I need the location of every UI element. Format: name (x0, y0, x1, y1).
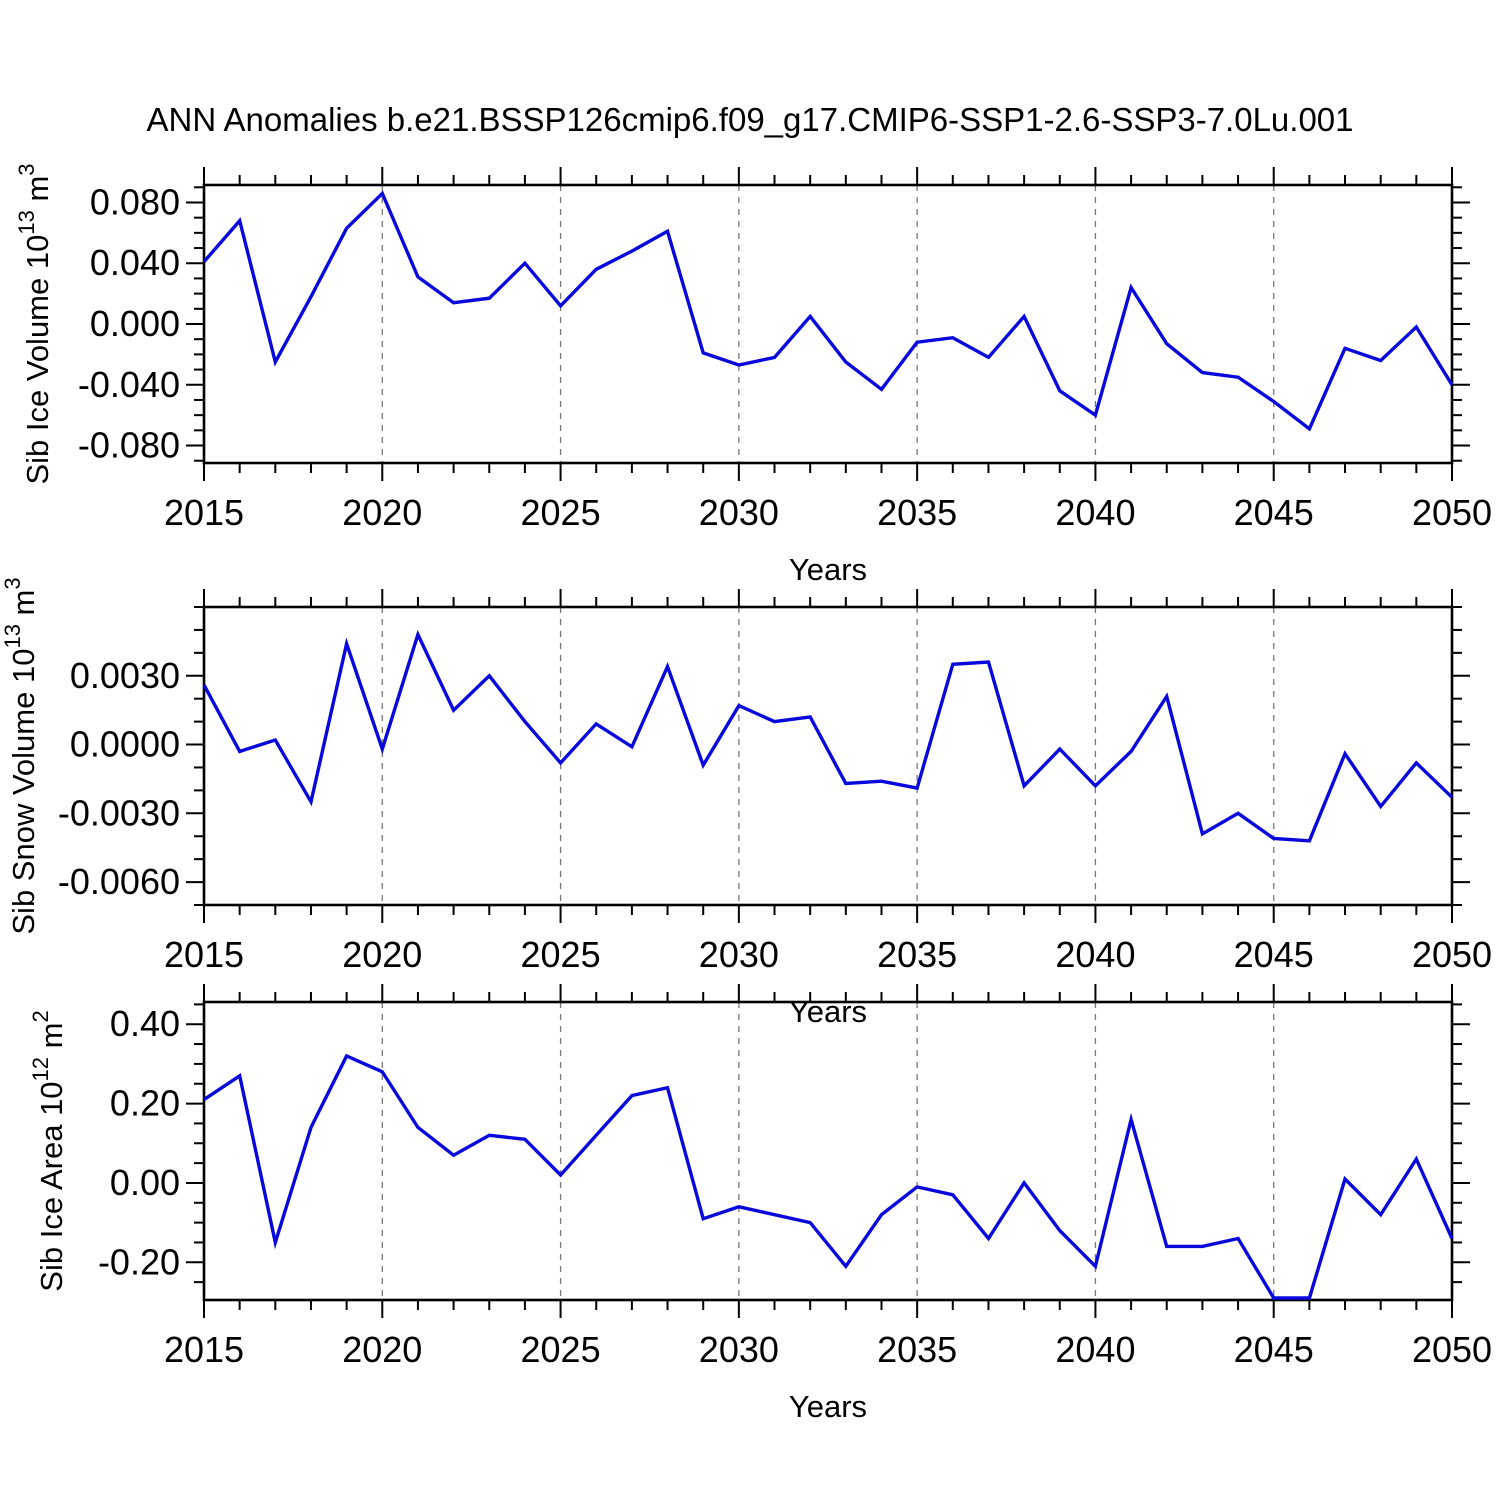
panel-1-x-tick-label: 2020 (342, 492, 422, 533)
axis-title-text: Sib Ice Area 10 (34, 1081, 69, 1291)
axis-title-superscript: 3 (0, 577, 25, 589)
panel-3-x-axis-title: Years (789, 1389, 867, 1424)
panel-2-x-tick-label: 2015 (164, 934, 244, 975)
axis-title-text: m (34, 1023, 69, 1057)
panel-2-x-tick-label: 2030 (699, 934, 779, 975)
panel-3-x-tick-label: 2025 (521, 1329, 601, 1370)
panel-2-x-tick-label: 2040 (1055, 934, 1135, 975)
panel-1-x-tick-label: 2025 (521, 492, 601, 533)
panel-2-frame (202, 605, 1454, 907)
panel-2-y-tick-label: -0.0030 (58, 792, 180, 833)
panel-3-y-axis-title: Sib Ice Area 1012 m2 (28, 1010, 69, 1291)
panel-2-x-tick-label: 2050 (1412, 934, 1492, 975)
figure-title: ANN Anomalies b.e21.BSSP126cmip6.f09_g17… (146, 101, 1353, 138)
panel-3-x-tick-label: 2040 (1055, 1329, 1135, 1370)
panel-1-y-tick-label: 0.040 (90, 242, 180, 283)
axis-title-text: Sib Snow Volume 10 (6, 649, 41, 935)
panel-2-y-tick-label: -0.0060 (58, 861, 180, 902)
panel-3-series-line (203, 1053, 1454, 1300)
panel-2-x-tick-label: 2025 (521, 934, 601, 975)
panel-2-series-line (202, 629, 1454, 843)
panel-2: 0.0030 0.0000 -0.0030 -0.0060 2015 2020 2025 20… (0, 577, 1492, 1029)
panel-1-x-tick-label: 2050 (1412, 492, 1492, 533)
axis-title-superscript: 13 (0, 624, 25, 648)
panel-3-y-tick-label: 0.40 (110, 1003, 180, 1044)
panel-1-x-tick-label: 2035 (877, 492, 957, 533)
panel-3-x-tick-label: 2020 (342, 1329, 422, 1370)
axis-title-text: m (6, 590, 41, 624)
panel-1-y-tick-label: -0.040 (78, 364, 180, 405)
panel-1-y-axis-title: Sib Ice Volume 1013 m3 (14, 163, 55, 484)
panel-3-x-tick-label: 2035 (877, 1329, 957, 1370)
panel-1-frame (202, 183, 1454, 465)
panel-1-y-tick-label: 0.080 (90, 181, 180, 222)
panel-2-x-tick-label: 2045 (1234, 934, 1314, 975)
panel-2-y-tick-label: 0.0000 (70, 724, 180, 765)
panel-1: 0.080 0.040 0.000 -0.040 -0.080 2015 2020 2025 2… (14, 163, 1492, 587)
axis-title-superscript: 2 (28, 1010, 53, 1022)
panel-3-x-tick-label: 2045 (1234, 1329, 1314, 1370)
panel-3-y-tick-label: 0.20 (110, 1083, 180, 1124)
axis-title-text: m (20, 176, 55, 210)
axis-title-text: Sib Ice Volume 10 (20, 235, 55, 485)
panel-2-x-tick-label: 2035 (877, 934, 957, 975)
panel-3-frame (202, 1000, 1454, 1302)
axis-title-superscript: 12 (28, 1057, 53, 1081)
panel-1-series-line (202, 190, 1454, 432)
panel-1-y-tick-label: 0.000 (90, 303, 180, 344)
panel-3-x-tick-label: 2030 (699, 1329, 779, 1370)
panel-2-y-tick-label: 0.0030 (70, 655, 180, 696)
panel-1-x-tick-label: 2015 (164, 492, 244, 533)
panel-3-x-tick-label: 2015 (164, 1329, 244, 1370)
axis-title-superscript: 3 (14, 163, 39, 175)
panel-1-x-tick-label: 2045 (1234, 492, 1314, 533)
panel-3-x-tick-label: 2050 (1412, 1329, 1492, 1370)
panel-1-x-axis-title: Years (789, 552, 867, 587)
panel-2-x-tick-label: 2020 (342, 934, 422, 975)
panel-1-y-tick-label: -0.080 (78, 425, 180, 466)
panel-3: 0.40 0.20 0.00 -0.20 2015 2020 2025 2030 2035 204… (28, 984, 1492, 1424)
panel-3-y-tick-label: -0.20 (98, 1241, 180, 1282)
panel-2-y-axis-title: Sib Snow Volume 1013 m3 (0, 577, 41, 934)
axis-title-superscript: 13 (14, 210, 39, 234)
panel-3-y-tick-label: 0.00 (110, 1162, 180, 1203)
panel-2-x-axis-title: Years (789, 994, 867, 1029)
panel-1-x-tick-label: 2030 (699, 492, 779, 533)
panel-1-x-tick-label: 2040 (1055, 492, 1135, 533)
